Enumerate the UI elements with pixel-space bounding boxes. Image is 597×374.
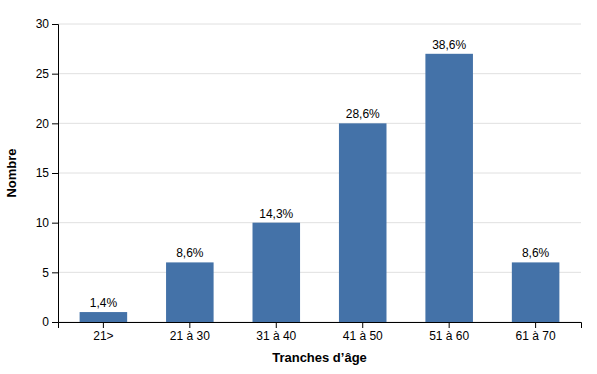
plot-area: 1,4% 8,6% 14,3% 28,6% 38,6% 8,6% 21> 21 à 30 31 … [36,17,582,342]
grid-line [58,173,581,174]
chart: 1,4% 8,6% 14,3% 28,6% 38,6% 8,6% 21> 21 à 30 31 … [0,0,597,374]
tick-label: 41 à 50 [343,329,383,343]
tick-mark [52,123,58,124]
data-label: 14,3% [259,207,293,221]
x-axis-title: Tranches d’âge [272,350,367,365]
x-tick: 61 à 70 [516,322,556,343]
tick-mark [276,322,277,328]
grid-line [58,123,581,124]
tick-label: 21 à 30 [170,329,210,343]
data-labels: 1,4% 8,6% 14,3% 28,6% 38,6% 8,6% [90,38,550,310]
bar [80,312,128,322]
data-label: 8,6% [176,246,204,260]
y-tick: 30 [36,17,58,31]
tick-label: 30 [36,17,50,31]
data-label: 38,6% [432,38,466,52]
y-tick: 5 [42,266,58,280]
y-axis-title: Nombre [4,148,19,197]
y-axis: 0 5 10 15 20 25 30 [36,17,59,329]
tick-mark [189,322,190,328]
bar [425,54,473,322]
data-label: 1,4% [90,296,118,310]
tick-label: 61 à 70 [516,329,556,343]
bar [512,262,560,322]
axis-line [59,323,582,329]
x-tick: 31 à 40 [256,322,296,343]
grid-line [58,272,581,273]
x-tick: 41 à 50 [343,322,383,343]
data-label: 8,6% [522,246,550,260]
data-label: 28,6% [346,107,380,121]
axis-line [52,25,59,323]
tick-label: 21> [93,329,113,343]
y-tick: 10 [36,216,58,230]
tick-mark [52,173,58,174]
y-tick: 0 [42,315,58,329]
tick-mark [103,322,104,328]
x-tick: 51 à 60 [429,322,469,343]
tick-label: 51 à 60 [429,329,469,343]
tick-mark [52,74,58,75]
bar [339,123,387,322]
tick-mark [449,322,450,328]
y-tick: 25 [36,67,58,81]
tick-label: 25 [36,67,50,81]
bars [80,54,560,322]
x-tick: 21 à 30 [170,322,210,343]
tick-mark [52,223,58,224]
tick-label: 5 [42,266,49,280]
bar [166,262,214,322]
y-tick: 15 [36,166,58,180]
tick-mark [52,24,58,25]
grid-line [58,24,581,25]
grid [58,24,581,322]
x-axis: 21> 21 à 30 31 à 40 41 à 50 51 à 60 61 à 70 [59,322,582,343]
tick-mark [52,322,58,323]
grid-line [58,73,581,74]
tick-mark [362,322,363,328]
bar [253,223,301,322]
tick-label: 10 [36,216,50,230]
grid-line [58,222,581,223]
tick-label: 31 à 40 [256,329,296,343]
tick-label: 20 [36,117,50,131]
y-tick: 20 [36,117,58,131]
tick-mark [52,272,58,273]
tick-mark [535,322,536,328]
tick-label: 0 [42,315,49,329]
tick-label: 15 [36,166,50,180]
x-tick: 21> [93,322,113,343]
